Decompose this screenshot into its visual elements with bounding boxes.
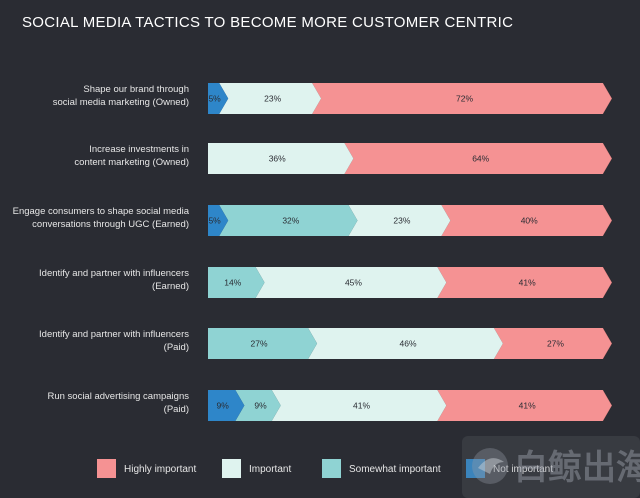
legend-swatch — [466, 459, 485, 478]
bar-row: Identify and partner with influencers (Ea… — [39, 266, 613, 299]
bar-segment — [235, 390, 281, 421]
bar-segment — [255, 267, 447, 298]
bar-segment — [493, 328, 612, 359]
bar-segment — [208, 143, 354, 174]
bar-segment — [208, 205, 229, 236]
legend-label: Highly important — [124, 464, 196, 475]
data-label: 32% — [282, 216, 299, 226]
bar-segment — [208, 390, 245, 421]
watermark: 白鲸出海 — [462, 436, 640, 498]
data-label: 9% — [254, 401, 267, 411]
data-label: 36% — [269, 154, 286, 164]
data-label: 27% — [547, 339, 564, 349]
bar-end-cap — [602, 82, 613, 115]
bar-row: Run social advertising campaigns (Paid) 9%… — [47, 389, 613, 422]
category-label: Shape our brand through — [83, 84, 189, 95]
bar-segment — [208, 83, 229, 114]
bar-segment — [441, 205, 612, 236]
data-label: 46% — [399, 339, 416, 349]
bar-segment — [219, 83, 322, 114]
legend-swatch — [222, 459, 241, 478]
data-label: 64% — [472, 154, 489, 164]
category-label: (Paid) — [164, 404, 189, 415]
bar-segment — [437, 267, 612, 298]
data-label: 45% — [345, 278, 362, 288]
legend-swatch — [322, 459, 341, 478]
bar-segment — [208, 328, 318, 359]
legend-label: Somewhat important — [349, 464, 441, 475]
bar-row: Identify and partner with influencers (Pa… — [39, 327, 613, 360]
bar-segment — [348, 205, 451, 236]
data-label: 41% — [519, 401, 536, 411]
watermark-text: 白鲸出海 — [514, 448, 640, 488]
category-label: Identify and partner with influencers — [39, 329, 189, 340]
bar-segment — [344, 143, 612, 174]
legend-item: Not important — [466, 459, 553, 478]
data-label: 9% — [217, 401, 230, 411]
data-label: 41% — [353, 401, 370, 411]
data-label: 27% — [251, 339, 268, 349]
category-label: Increase investments in — [89, 144, 189, 155]
category-label: conversations through UGC (Earned) — [32, 219, 189, 230]
bar-row: Engage consumers to shape social media co… — [13, 204, 613, 237]
category-label: Run social advertising campaigns — [47, 391, 189, 402]
bar-end-cap — [602, 266, 613, 299]
data-label: 5% — [208, 94, 221, 104]
data-label: 40% — [521, 216, 538, 226]
data-label: 72% — [456, 94, 473, 104]
category-label: (Earned) — [152, 281, 189, 292]
bar-segment — [208, 267, 265, 298]
category-label: Engage consumers to shape social media — [13, 206, 190, 217]
data-label: 5% — [208, 216, 221, 226]
bar-segment — [437, 390, 612, 421]
legend-label: Important — [249, 464, 291, 475]
bar-row: Shape our brand through social media mark… — [53, 82, 613, 115]
legend-item: Important — [222, 459, 291, 478]
legend-swatch — [97, 459, 116, 478]
data-label: 23% — [264, 94, 281, 104]
chart-title: SOCIAL MEDIA TACTICS TO BECOME MORE CUST… — [22, 14, 514, 31]
category-label: social media marketing (Owned) — [53, 97, 189, 108]
legend-label: Not important — [493, 464, 553, 475]
category-label: Identify and partner with influencers — [39, 268, 189, 279]
bar-segment — [219, 205, 358, 236]
data-label: 14% — [224, 278, 241, 288]
bar-segment — [271, 390, 447, 421]
data-label: 23% — [393, 216, 410, 226]
legend-item: Somewhat important — [322, 459, 441, 478]
bar-segment — [308, 328, 503, 359]
bar-end-cap — [602, 389, 613, 422]
legend-item: Highly important — [97, 459, 196, 478]
bar-segment — [312, 83, 612, 114]
bar-end-cap — [602, 204, 613, 237]
bar-end-cap — [602, 327, 613, 360]
category-label: (Paid) — [164, 342, 189, 353]
whale-icon — [478, 458, 504, 474]
watermark-backdrop — [462, 436, 640, 498]
bar-row: Increase investments in content marketing… — [74, 142, 613, 175]
category-label: content marketing (Owned) — [74, 157, 189, 168]
bar-end-cap — [602, 142, 613, 175]
data-label: 41% — [519, 278, 536, 288]
